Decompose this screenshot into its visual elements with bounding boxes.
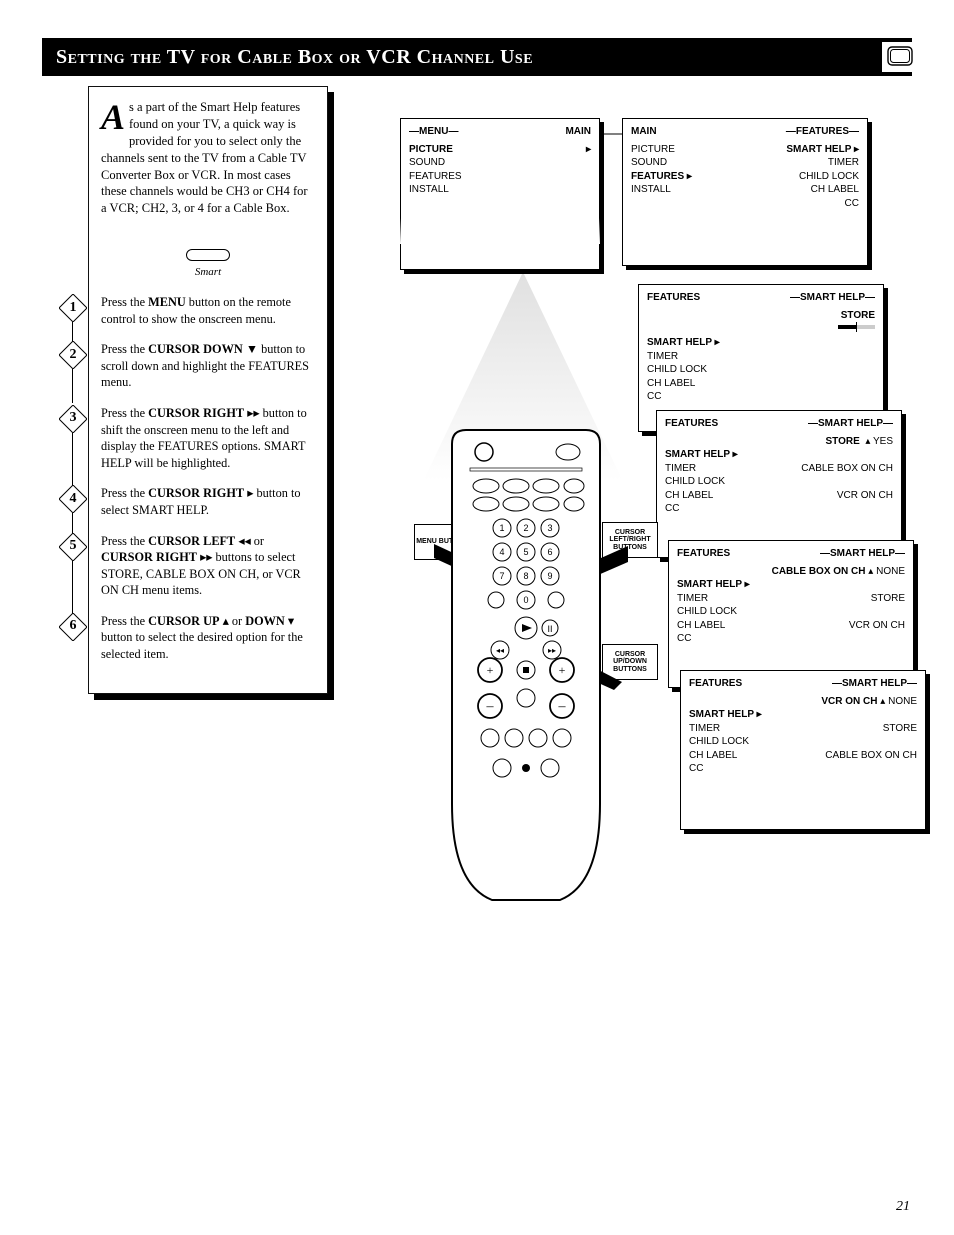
page-title: Setting the TV for Cable Box or VCR Chan… xyxy=(56,46,533,69)
svg-text:+: + xyxy=(487,663,494,677)
step-badge-4: 4 xyxy=(59,485,87,513)
screen-cablebox: FEATURES—SMART HELP— CABLE BOX ON CH ▴ N… xyxy=(668,540,914,688)
page-number: 21 xyxy=(896,1199,910,1215)
step-text-1: Press the MENU button on the remote cont… xyxy=(101,294,315,327)
svg-text:+: + xyxy=(559,663,566,677)
step-badge-6: 6 xyxy=(59,613,87,641)
svg-text:8: 8 xyxy=(523,571,528,581)
step-badge-2: 2 xyxy=(59,341,87,369)
svg-text:▸▸: ▸▸ xyxy=(548,646,556,655)
svg-text:–: – xyxy=(486,699,495,714)
svg-text:7: 7 xyxy=(499,571,504,581)
page: Setting the TV for Cable Box or VCR Chan… xyxy=(0,0,954,1235)
svg-text:0: 0 xyxy=(523,595,528,605)
svg-text:3: 3 xyxy=(547,523,552,533)
tv-icon xyxy=(882,42,918,72)
smart-icon xyxy=(186,249,230,261)
step-3: 3 Press the CURSOR RIGHT ▸▸ button to sh… xyxy=(101,405,315,471)
screen-features: MAIN—FEATURES— PICTURESMART HELP ▸ SOUND… xyxy=(622,118,868,266)
svg-text:II: II xyxy=(547,624,552,634)
step-text-4: Press the CURSOR RIGHT ▸ button to selec… xyxy=(101,485,315,518)
step-text-3: Press the CURSOR RIGHT ▸▸ button to shif… xyxy=(101,405,315,471)
step-6: 6 Press the CURSOR UP ▴ or DOWN ▾ button… xyxy=(101,613,315,663)
step-text-6: Press the CURSOR UP ▴ or DOWN ▾ button t… xyxy=(101,613,315,663)
svg-text:–: – xyxy=(558,699,567,714)
intro-text: A s a part of the Smart Help features fo… xyxy=(101,99,315,217)
svg-text:4: 4 xyxy=(499,547,504,557)
step-badge-1: 1 xyxy=(59,294,87,322)
step-text-2: Press the CURSOR DOWN ▼ button to scroll… xyxy=(101,341,315,391)
step-badge-3: 3 xyxy=(59,405,87,433)
step-5: 5 Press the CURSOR LEFT ◂◂ or CURSOR RIG… xyxy=(101,533,315,599)
screen-main: —MENU—MAIN PICTURE▸ SOUND FEATURES INSTA… xyxy=(400,118,600,270)
title-bar: Setting the TV for Cable Box or VCR Chan… xyxy=(42,38,912,76)
step-badge-5: 5 xyxy=(59,533,87,561)
step-1: 1 Press the MENU button on the remote co… xyxy=(101,294,315,327)
svg-text:1: 1 xyxy=(499,523,504,533)
slider-icon xyxy=(838,322,875,332)
step-text-5: Press the CURSOR LEFT ◂◂ or CURSOR RIGHT… xyxy=(101,533,315,599)
svg-text:◂◂: ◂◂ xyxy=(496,646,504,655)
content-area: A s a part of the Smart Help features fo… xyxy=(42,84,912,1164)
svg-text:5: 5 xyxy=(523,547,528,557)
instruction-panel: A s a part of the Smart Help features fo… xyxy=(88,86,328,694)
screen-vcr: FEATURES—SMART HELP— VCR ON CH ▴ NONE SM… xyxy=(680,670,926,830)
step-2: 2 Press the CURSOR DOWN ▼ button to scro… xyxy=(101,341,315,391)
remote-illustration: 1 2 3 4 5 6 7 8 9 0 II ◂◂ ▸▸ xyxy=(446,424,606,904)
svg-text:2: 2 xyxy=(523,523,528,533)
svg-text:9: 9 xyxy=(547,571,552,581)
step-4: 4 Press the CURSOR RIGHT ▸ button to sel… xyxy=(101,485,315,518)
intro-body: s a part of the Smart Help features foun… xyxy=(101,100,308,215)
svg-text:6: 6 xyxy=(547,547,552,557)
screen-smarthelp-yes: FEATURES—SMART HELP— STORE ▴ YES SMART H… xyxy=(656,410,902,558)
dropcap: A xyxy=(101,101,125,133)
smart-label: Smart xyxy=(101,265,315,280)
